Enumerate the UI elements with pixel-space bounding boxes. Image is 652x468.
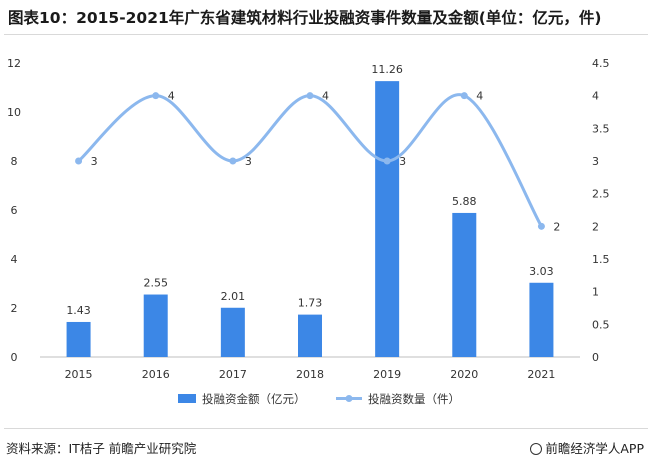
legend-line-marker [345, 395, 353, 402]
x-tick-label: 2015 [65, 368, 93, 381]
line-data-label: 3 [399, 155, 406, 168]
y-right-tick-label: 4 [592, 90, 599, 103]
x-tick-label: 2020 [450, 368, 478, 381]
legend-bar-swatch [178, 394, 196, 403]
brand-label: 前瞻经济学人APP [545, 441, 644, 456]
chart-title: 图表10：2015-2021年广东省建筑材料行业投融资事件数量及金额(单位：亿元… [8, 9, 602, 27]
y-left-tick-label: 6 [11, 204, 18, 217]
x-tick-label: 2021 [527, 368, 555, 381]
y-left-tick-label: 8 [11, 155, 18, 168]
bar-data-label: 1.43 [66, 304, 91, 317]
y-right-tick-label: 2.5 [592, 188, 610, 201]
bar-data-label: 2.01 [221, 290, 246, 303]
bar-2018 [298, 314, 322, 357]
bar-2016 [143, 294, 168, 357]
bar-2020 [452, 212, 477, 357]
line-data-label: 3 [91, 155, 98, 168]
x-tick-label: 2016 [142, 368, 170, 381]
y-right-tick-label: 1 [592, 286, 599, 299]
count-point-2020 [460, 92, 468, 100]
bar-2021 [529, 282, 554, 357]
line-data-label: 4 [322, 90, 329, 103]
count-point-2018 [306, 92, 314, 100]
y-right-tick-label: 1.5 [592, 253, 610, 266]
y-right-tick-label: 2 [592, 220, 599, 233]
y-right-tick-label: 4.5 [592, 57, 610, 70]
line-data-label: 4 [476, 90, 483, 103]
y-right-tick-label: 0.5 [592, 318, 610, 331]
legend-line-label: 投融资数量（件） [368, 392, 460, 406]
count-point-2017 [229, 157, 237, 165]
legend-bar-label: 投融资金额（亿元） [202, 392, 306, 406]
x-tick-label: 2017 [219, 368, 247, 381]
line-data-label: 2 [553, 220, 560, 233]
line-layer: 3 4 3 4 3 4 2 [75, 90, 560, 233]
brand-mark: 前瞻经济学人APP [530, 438, 644, 457]
x-tick-label: 2018 [296, 368, 324, 381]
title-divider [4, 34, 648, 35]
count-point-2019 [383, 157, 391, 165]
legend: 投融资金额（亿元） 投融资数量（件） [178, 392, 460, 406]
bar-data-label: 2.55 [143, 277, 168, 290]
x-tick-label: 2019 [373, 368, 401, 381]
bar-data-label: 5.88 [452, 195, 477, 208]
count-point-2021 [537, 222, 545, 230]
y-right-tick-label: 3.5 [592, 122, 610, 135]
bar-2015 [66, 321, 91, 357]
count-point-2016 [152, 92, 160, 100]
count-point-2015 [75, 157, 83, 165]
bar-2017 [220, 307, 245, 357]
y-left-tick-label: 10 [7, 106, 21, 119]
y-right-tick-label: 3 [592, 155, 599, 168]
footer-divider [4, 428, 648, 429]
bars-layer: 1.43 2.55 2.01 1.73 11.26 5.88 3.03 [66, 63, 554, 357]
brand-logo-icon [530, 443, 543, 455]
line-data-label: 3 [245, 155, 252, 168]
y-left-tick-label: 0 [11, 351, 18, 364]
bar-2019 [375, 81, 400, 357]
source-note: 资料来源：IT桔子 前瞻产业研究院 [6, 441, 197, 456]
y-left-tick-label: 4 [11, 253, 18, 266]
y-right-tick-label: 0 [592, 351, 599, 364]
bar-data-label: 3.03 [529, 265, 554, 278]
line-data-label: 4 [168, 90, 175, 103]
y-left-tick-label: 12 [7, 57, 21, 70]
y-left-tick-label: 2 [11, 302, 18, 315]
bar-data-label: 1.73 [298, 297, 323, 310]
axes-layer: 0 2 4 6 8 10 12 0 0.5 1 1.5 2 2.5 3 3.5 4 4.5 2015 2016 201… [7, 57, 610, 381]
bar-data-label: 11.26 [371, 63, 403, 76]
